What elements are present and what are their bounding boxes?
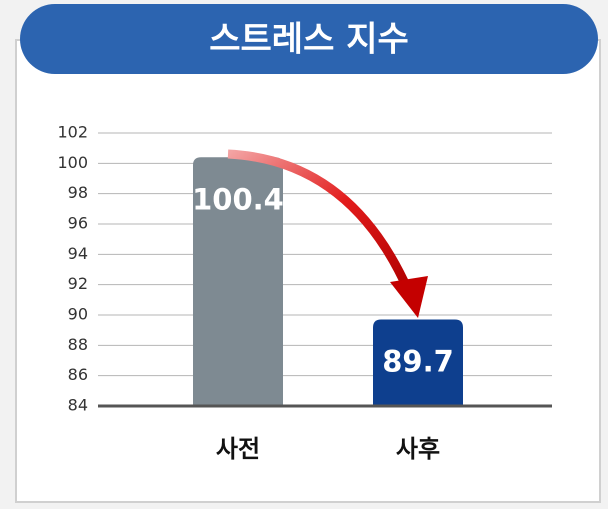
- arrow-head: [390, 276, 428, 318]
- chart-title: 스트레스 지수: [209, 20, 409, 60]
- arrow: [227, 149, 413, 292]
- title-banner: [20, 4, 598, 74]
- y-tick-label: 84: [68, 396, 88, 415]
- y-tick-label: 94: [68, 244, 88, 263]
- y-tick-label: 90: [68, 305, 88, 324]
- y-tick-label: 102: [57, 123, 88, 142]
- bar: [193, 157, 283, 406]
- panel: [15, 39, 601, 503]
- x-tick-label: 사후: [396, 435, 440, 463]
- y-tick-label: 86: [68, 365, 88, 384]
- y-tick-label: 96: [68, 214, 88, 233]
- data-label: 100.4: [192, 182, 284, 216]
- bar: [373, 319, 463, 406]
- y-tick-label: 92: [68, 274, 88, 293]
- y-tick-label: 88: [68, 335, 88, 354]
- plot: 84 86 88 90 92 94 96 98 100 102 100.4 사전 89.7 사후: [57, 123, 552, 463]
- y-tick-label: 100: [57, 153, 88, 172]
- y-tick-label: 98: [68, 183, 88, 202]
- data-label: 89.7: [382, 345, 454, 379]
- x-tick-label: 사전: [216, 435, 260, 463]
